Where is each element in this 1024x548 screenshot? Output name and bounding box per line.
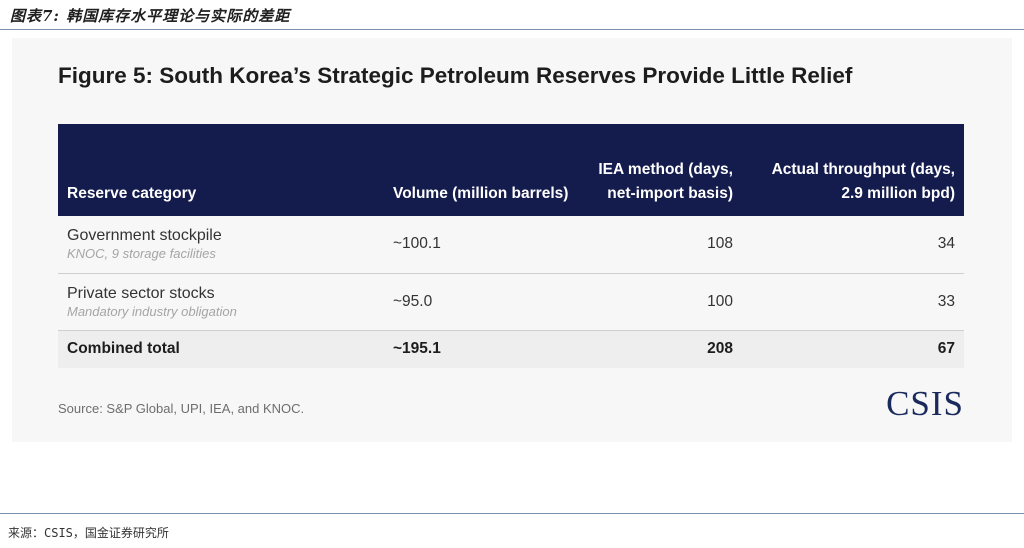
actual-days-cell: 34 <box>742 216 964 274</box>
volume-cell: ~100.1 <box>384 216 580 274</box>
chart-header-title: 图表7: 韩国库存水平理论与实际的差距 <box>10 7 291 25</box>
figure-title: Figure 5: South Korea’s Strategic Petrol… <box>58 63 853 88</box>
figure-source-note: Source: S&P Global, UPI, IEA, and KNOC. <box>58 401 305 416</box>
table-header-row: Reserve category Volume (million barrels… <box>58 124 964 216</box>
category-cell: Government stockpile KNOC, 9 storage fac… <box>58 216 384 274</box>
total-actual-days-cell: 67 <box>742 330 964 368</box>
total-iea-days-cell: 208 <box>580 330 742 368</box>
column-header-category: Reserve category <box>58 124 384 216</box>
category-name: Private sector stocks <box>67 284 215 302</box>
reserves-table: Reserve category Volume (million barrels… <box>58 124 964 368</box>
category-cell: Private sector stocks Mandatory industry… <box>58 273 384 331</box>
category-name: Government stockpile <box>67 227 222 245</box>
footer-divider <box>0 513 1024 514</box>
table-row: Government stockpile KNOC, 9 storage fac… <box>58 216 964 274</box>
footer-source: 来源：CSIS，国金证券研究所 <box>8 526 169 540</box>
column-header-actual: Actual throughput (days, 2.9 million bpd… <box>742 124 964 216</box>
total-volume-cell: ~195.1 <box>384 330 580 368</box>
actual-days-cell: 33 <box>742 273 964 331</box>
table-row: Private sector stocks Mandatory industry… <box>58 273 964 331</box>
category-subtitle: Mandatory industry obligation <box>67 303 237 319</box>
csis-logo: CSIS <box>886 384 964 423</box>
iea-days-cell: 100 <box>580 273 742 331</box>
column-header-volume: Volume (million barrels) <box>384 124 580 216</box>
total-row: Combined total ~195.1 208 67 <box>58 330 964 368</box>
column-header-iea: IEA method (days, net-import basis) <box>580 124 742 216</box>
category-subtitle: KNOC, 9 storage facilities <box>67 246 216 262</box>
figure-panel: Figure 5: South Korea’s Strategic Petrol… <box>12 38 1012 442</box>
iea-days-cell: 108 <box>580 216 742 274</box>
chart-header: 图表7: 韩国库存水平理论与实际的差距 <box>0 0 1024 30</box>
volume-cell: ~95.0 <box>384 273 580 331</box>
total-category-cell: Combined total <box>58 330 384 368</box>
